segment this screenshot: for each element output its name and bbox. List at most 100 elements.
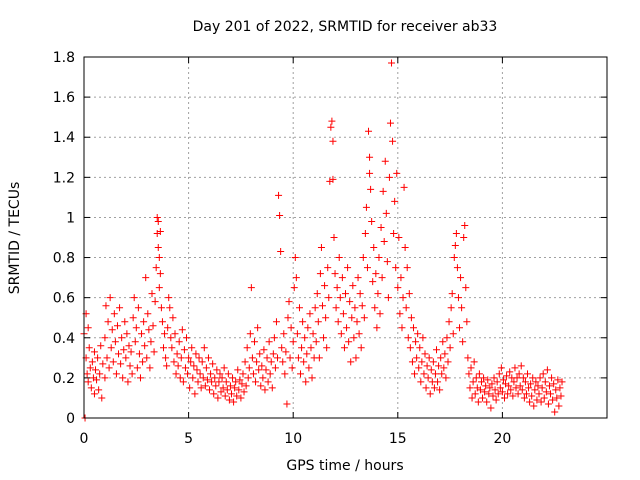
data-point [134,304,142,312]
data-point [133,364,141,372]
data-point [438,370,446,378]
data-point [374,290,382,298]
data-point [302,378,310,386]
data-point [111,338,119,346]
data-point [350,334,358,342]
data-point [185,354,193,362]
data-point [275,191,283,199]
data-point [244,374,252,382]
data-point [202,364,210,372]
data-point [454,294,462,302]
data-point [476,386,484,394]
data-point [440,364,448,372]
data-point [519,374,527,382]
data-point [353,318,361,326]
data-point [295,304,303,312]
data-point [462,284,470,292]
data-point [536,374,544,382]
data-point [262,366,270,374]
data-point [263,354,271,362]
x-tick-label: 10 [284,431,302,447]
data-point [460,234,468,241]
data-point [528,392,536,400]
data-point [125,342,133,350]
data-point [255,366,263,374]
data-point [130,294,138,302]
y-tick-label: 0.4 [53,331,75,347]
data-point [240,388,248,396]
data-point [358,302,366,310]
data-point [548,374,556,382]
data-point [323,344,331,352]
data-point [413,354,421,362]
data-point [284,314,292,322]
data-point [172,370,180,378]
data-point [265,338,273,346]
x-axis-ticks: 0 5 10 15 20 [80,57,511,447]
data-point [309,330,317,338]
data-point [471,390,479,398]
data-point [424,374,432,382]
data-point [469,378,477,386]
x-tick-label: 15 [389,431,407,447]
data-point [161,330,169,338]
data-point [325,294,333,302]
data-point [254,324,262,332]
data-point [258,362,266,370]
data-point [425,354,433,362]
data-point [256,350,264,358]
data-point [164,324,172,332]
data-point [431,370,439,378]
data-point [375,254,383,262]
data-point [150,348,158,356]
data-point [481,388,489,396]
data-point [159,344,167,352]
data-point [153,213,161,221]
data-point [414,330,422,338]
data-point [360,314,368,322]
data-point [157,304,165,312]
x-tick-label: 0 [80,431,89,447]
data-point [142,274,150,282]
data-point [141,342,149,350]
data-point [351,304,359,312]
data-point [180,346,188,354]
data-point [453,264,461,272]
data-point [299,318,307,326]
data-point [312,338,320,346]
data-point [218,374,226,382]
data-point [397,274,405,282]
data-point [335,254,343,262]
data-point [120,346,128,354]
data-point [422,384,430,392]
data-point [522,390,530,398]
data-point [146,364,154,372]
data-point [247,284,255,292]
y-tick-label: 0.8 [53,251,75,267]
data-point [420,370,428,378]
data-point [487,404,495,412]
data-point [367,185,375,193]
data-point [332,304,340,312]
data-point [115,350,123,358]
data-point [355,330,363,338]
data-point [371,304,379,312]
data-point [361,229,369,237]
data-point [210,390,218,398]
data-point [357,344,365,352]
data-point [518,386,526,394]
data-point [348,314,356,322]
data-point [233,392,241,400]
data-point [274,354,282,362]
data-point [253,358,261,366]
data-point [107,344,115,352]
data-point [165,294,173,302]
data-point [224,370,232,378]
data-point [171,330,179,338]
x-axis-label: GPS time / hours [286,458,403,474]
data-point [463,318,471,326]
data-point [245,364,253,372]
data-point [179,378,187,386]
data-point [154,244,162,252]
data-point [338,274,346,282]
